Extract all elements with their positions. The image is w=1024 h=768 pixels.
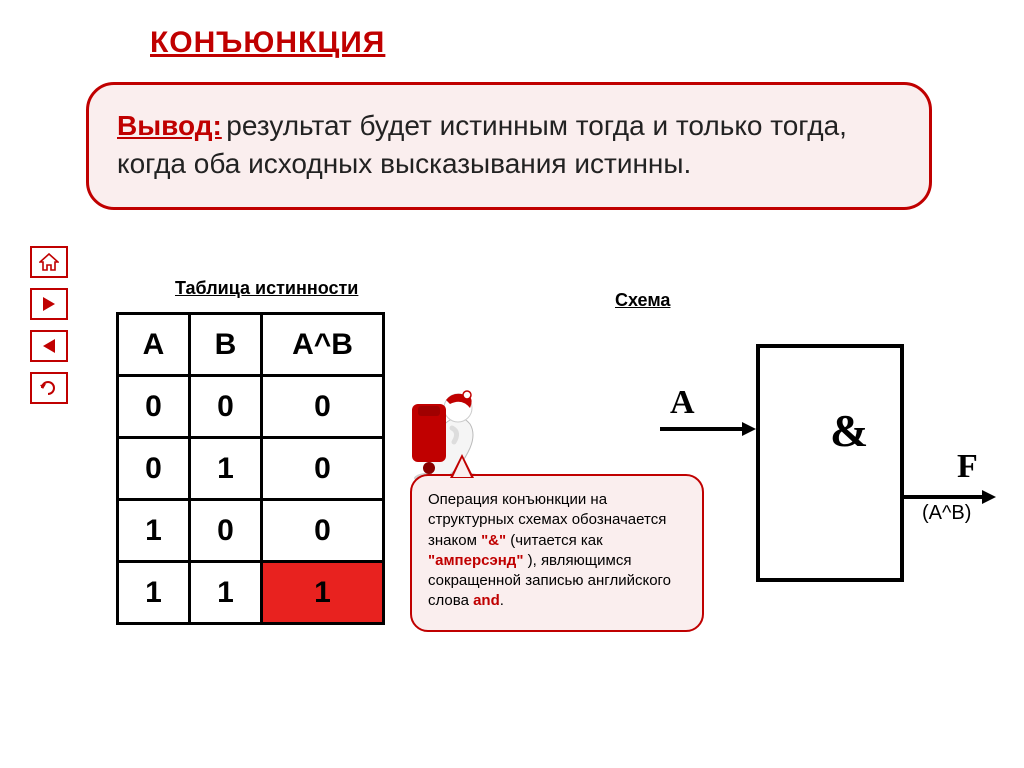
conclusion-panel: Вывод: результат будет истинным тогда и … bbox=[86, 82, 932, 210]
back-button[interactable] bbox=[30, 330, 68, 362]
output-f-label: F bbox=[957, 448, 978, 486]
header-b: B bbox=[190, 314, 262, 376]
cell-b: 0 bbox=[190, 500, 262, 562]
table-header-row: A B A^B bbox=[118, 314, 384, 376]
table-row: 0 0 0 bbox=[118, 376, 384, 438]
cell-ab-highlight: 1 bbox=[262, 562, 384, 624]
table-row: 1 1 1 bbox=[118, 562, 384, 624]
undo-icon bbox=[38, 379, 60, 397]
back-icon bbox=[40, 337, 58, 355]
scheme-title: Схема bbox=[615, 290, 670, 311]
callout-text-2: (читается как bbox=[510, 532, 602, 549]
input-a-label: A bbox=[670, 384, 695, 422]
cell-a: 1 bbox=[118, 562, 190, 624]
cell-b: 1 bbox=[190, 562, 262, 624]
truth-table: A B A^B 0 0 0 0 1 0 1 0 0 1 1 1 bbox=[116, 312, 385, 625]
callout-and: and bbox=[473, 592, 500, 609]
callout-pointer-icon bbox=[450, 454, 474, 478]
page-title: КОНЪЮНКЦИЯ bbox=[150, 26, 385, 60]
callout-amp: "&" bbox=[481, 532, 506, 549]
cell-a: 0 bbox=[118, 438, 190, 500]
header-a: A bbox=[118, 314, 190, 376]
gate-symbol: & bbox=[830, 404, 868, 457]
conclusion-label: Вывод: bbox=[117, 110, 222, 141]
callout-panel: Операция конъюнкции на структурных схема… bbox=[410, 474, 704, 632]
cell-ab: 0 bbox=[262, 500, 384, 562]
undo-button[interactable] bbox=[30, 372, 68, 404]
logic-gate-box bbox=[756, 344, 904, 582]
play-button[interactable] bbox=[30, 288, 68, 320]
cell-b: 1 bbox=[190, 438, 262, 500]
input-arrow-icon bbox=[660, 420, 758, 438]
callout-term: "амперсэнд" bbox=[428, 552, 523, 569]
table-row: 0 1 0 bbox=[118, 438, 384, 500]
callout-period: . bbox=[500, 592, 504, 609]
nav-toolbar bbox=[30, 246, 68, 404]
output-sublabel: (A^B) bbox=[922, 502, 971, 525]
header-ab: A^B bbox=[262, 314, 384, 376]
conclusion-text: результат будет истинным тогда и только … bbox=[117, 110, 847, 179]
cell-a: 1 bbox=[118, 500, 190, 562]
play-icon bbox=[40, 295, 58, 313]
truth-table-title: Таблица истинности bbox=[175, 278, 358, 299]
home-icon bbox=[39, 253, 59, 271]
cell-a: 0 bbox=[118, 376, 190, 438]
table-row: 1 0 0 bbox=[118, 500, 384, 562]
cell-b: 0 bbox=[190, 376, 262, 438]
cell-ab: 0 bbox=[262, 438, 384, 500]
home-button[interactable] bbox=[30, 246, 68, 278]
cell-ab: 0 bbox=[262, 376, 384, 438]
